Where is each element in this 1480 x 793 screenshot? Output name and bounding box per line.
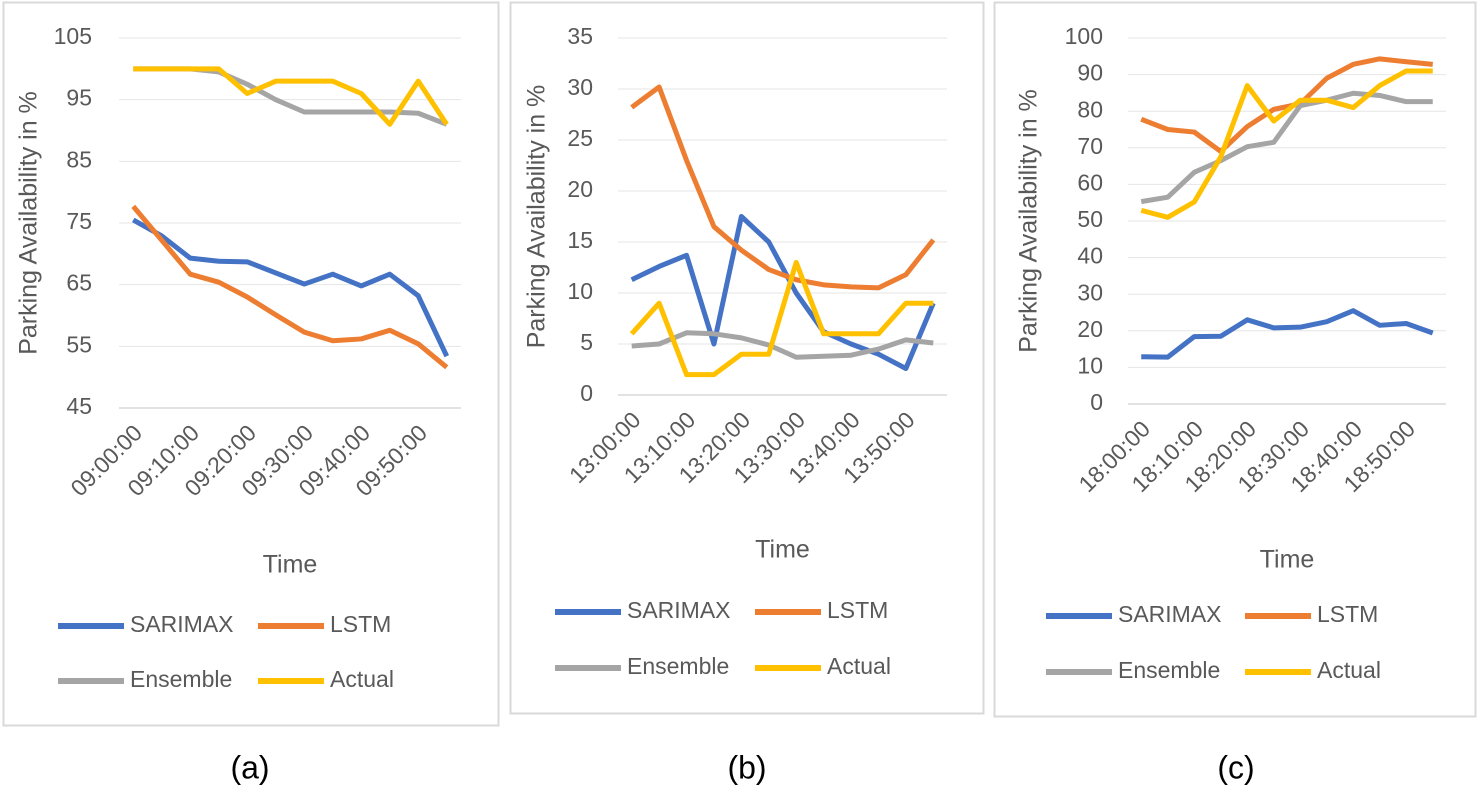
y-tick-label: 60 xyxy=(1077,169,1103,195)
series-line xyxy=(1141,308,1434,360)
y-tick-label: 30 xyxy=(1077,279,1103,305)
y-tick-label: 55 xyxy=(66,331,92,357)
panel-frame xyxy=(2,1,500,727)
series-line xyxy=(631,330,934,360)
caption: (a) xyxy=(230,749,269,785)
x-axis-title: Time xyxy=(1260,546,1315,574)
legend-label: SARIMAX xyxy=(627,597,731,623)
y-tick-label: 85 xyxy=(66,146,92,172)
y-tick-label: 90 xyxy=(1077,60,1103,86)
y-tick-label: 35 xyxy=(567,23,593,49)
legend-label: LSTM xyxy=(330,611,391,637)
y-axis-title: Parking Availability in % xyxy=(523,85,551,349)
y-tick-label: 20 xyxy=(1077,316,1103,342)
y-tick-label: 30 xyxy=(567,74,593,100)
y-tick-label: 5 xyxy=(580,329,593,355)
series-line xyxy=(131,204,449,370)
caption: (b) xyxy=(727,749,766,785)
y-tick-label: 65 xyxy=(66,270,92,296)
y-tick-label: 15 xyxy=(567,227,593,253)
series-line xyxy=(630,214,936,371)
legend-label: Actual xyxy=(330,666,394,692)
y-tick-label: 45 xyxy=(66,393,92,419)
x-axis-title: Time xyxy=(263,551,318,579)
y-axis-title: Parking Availability in % xyxy=(1015,89,1043,353)
y-tick-label: 20 xyxy=(567,176,593,202)
caption: (c) xyxy=(1217,749,1254,785)
y-tick-label: 105 xyxy=(54,23,92,49)
y-tick-label: 25 xyxy=(567,125,593,151)
series-line xyxy=(1140,90,1433,205)
y-tick-label: 40 xyxy=(1077,243,1103,269)
series-line xyxy=(133,66,449,127)
y-axis-title: Parking Availability in % xyxy=(15,91,43,355)
legend-label: SARIMAX xyxy=(1118,601,1222,627)
legend-label: Ensemble xyxy=(130,666,232,692)
x-axis-title: Time xyxy=(755,536,810,564)
y-tick-label: 70 xyxy=(1077,133,1103,159)
legend-label: Ensemble xyxy=(1118,657,1220,683)
y-tick-label: 10 xyxy=(567,278,593,304)
panel-frame xyxy=(509,1,985,715)
legend-label: Actual xyxy=(1317,657,1381,683)
series-line xyxy=(1140,68,1433,220)
y-tick-label: 95 xyxy=(66,85,92,111)
y-tick-label: 50 xyxy=(1077,206,1103,232)
series-line xyxy=(629,259,934,378)
legend-label: Actual xyxy=(827,653,891,679)
legend-label: LSTM xyxy=(1317,601,1378,627)
legend-label: SARIMAX xyxy=(130,611,234,637)
panel-frame xyxy=(993,1,1477,718)
y-tick-label: 80 xyxy=(1077,96,1103,122)
y-tick-label: 10 xyxy=(1077,352,1103,378)
y-tick-label: 0 xyxy=(1090,389,1103,415)
y-tick-label: 100 xyxy=(1065,23,1103,49)
series-line xyxy=(132,217,450,358)
series-line xyxy=(1140,56,1433,154)
legend-label: LSTM xyxy=(827,597,888,623)
legend-label: Ensemble xyxy=(627,653,729,679)
y-tick-label: 0 xyxy=(580,380,593,406)
series-line xyxy=(630,84,936,291)
y-tick-label: 75 xyxy=(66,208,92,234)
series-line xyxy=(133,66,448,127)
